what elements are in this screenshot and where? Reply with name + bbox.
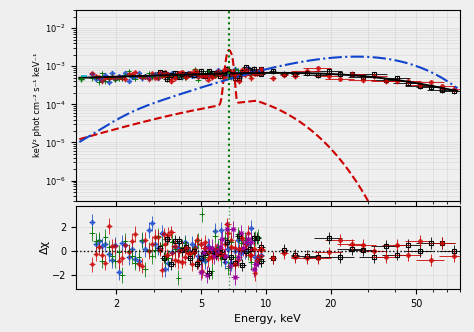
Y-axis label: Δχ: Δχ: [40, 240, 50, 254]
X-axis label: Energy, keV: Energy, keV: [235, 314, 301, 324]
Y-axis label: keV² phot cm⁻² s⁻¹ keV⁻¹: keV² phot cm⁻² s⁻¹ keV⁻¹: [33, 53, 42, 157]
